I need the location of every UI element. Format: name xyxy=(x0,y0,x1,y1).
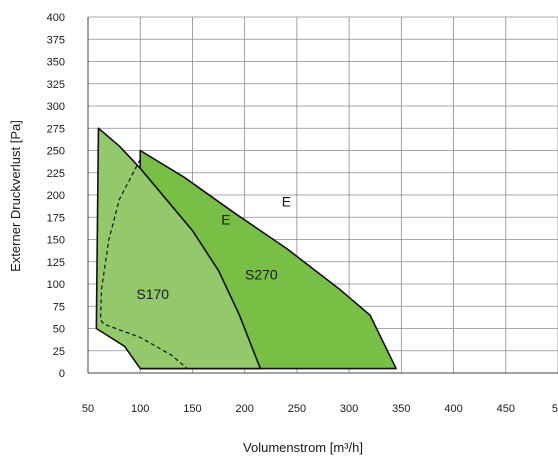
y-tick-label: 0 xyxy=(59,368,65,380)
x-axis-title: Volumenstrom [m³/h] xyxy=(243,440,363,455)
y-tick-label: 350 xyxy=(47,57,65,69)
x-tick-label: 400 xyxy=(444,403,462,415)
annotation-label: E xyxy=(221,211,230,227)
y-tick-label: 50 xyxy=(53,324,65,336)
dashed-curve xyxy=(99,159,188,370)
annotations: S170 S270 E E xyxy=(136,194,291,303)
x-tick-label: 250 xyxy=(288,403,306,415)
x-tick-label: 350 xyxy=(392,403,410,415)
y-tick-label: 300 xyxy=(47,101,65,113)
y-tick-label: 325 xyxy=(47,79,65,91)
x-tick-label: 300 xyxy=(340,403,358,415)
x-tick-label: 50 xyxy=(82,403,94,415)
frame xyxy=(87,17,558,374)
areas xyxy=(95,127,397,370)
y-tick-label: 100 xyxy=(47,279,65,291)
area-s170 xyxy=(95,127,262,370)
y-tick-label: 225 xyxy=(47,168,65,180)
y-tick-label: 375 xyxy=(47,34,65,46)
annotation-label: S170 xyxy=(136,286,169,302)
y-tick-label: 175 xyxy=(47,212,65,224)
y-tick-label: 200 xyxy=(47,190,65,202)
y-tick-label: 75 xyxy=(53,301,65,313)
curves xyxy=(99,159,188,370)
x-tick-label: 450 xyxy=(497,403,515,415)
x-tick-label: 50 xyxy=(552,403,558,415)
y-tick-label: 150 xyxy=(47,235,65,247)
y-tick-label: 25 xyxy=(53,346,65,358)
y-tick-label: 400 xyxy=(47,12,65,24)
y-tick-label: 250 xyxy=(47,146,65,158)
y-tick-label: 125 xyxy=(47,257,65,269)
x-tick-label: 200 xyxy=(235,403,253,415)
y-axis-title: Externer Druckverlust [Pa] xyxy=(8,120,23,272)
tick-labels: 0 25 50 75 100 125 150 175 200 225 250 275 300 325 350… xyxy=(47,12,558,415)
x-tick-label: 150 xyxy=(183,403,201,415)
y-tick-label: 275 xyxy=(47,123,65,135)
annotation-label: E xyxy=(282,194,291,210)
annotation-label: S270 xyxy=(245,267,278,283)
x-tick-label: 100 xyxy=(131,403,149,415)
